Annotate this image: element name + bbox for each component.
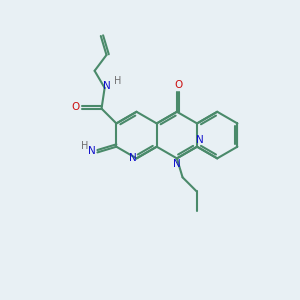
Text: N: N <box>196 135 204 145</box>
Text: O: O <box>174 80 182 90</box>
Text: N: N <box>88 146 96 156</box>
Text: N: N <box>173 159 181 169</box>
Text: N: N <box>129 153 137 164</box>
Text: H: H <box>81 141 88 151</box>
Text: O: O <box>71 102 79 112</box>
Text: H: H <box>113 76 121 86</box>
Text: N: N <box>103 81 111 92</box>
